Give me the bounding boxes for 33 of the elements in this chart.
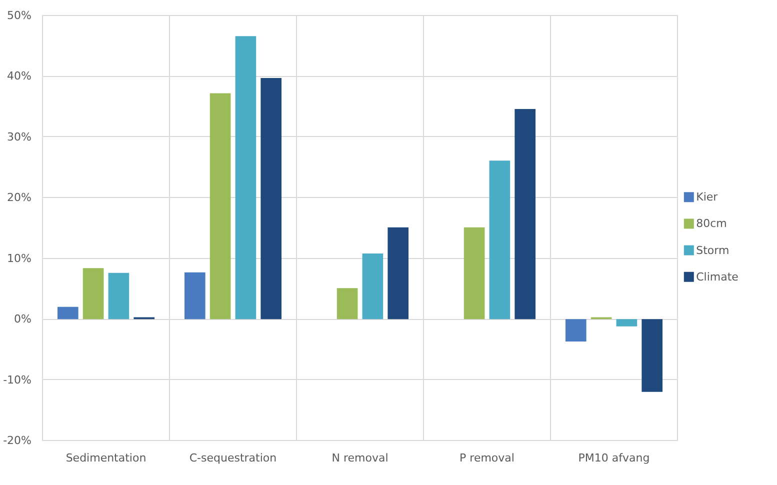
x-tick-label: Sedimentation xyxy=(66,452,146,464)
y-tick-label: 10% xyxy=(7,252,32,265)
bar xyxy=(336,288,358,320)
y-tick-label: 0% xyxy=(14,312,32,326)
x-tick-label: PM10 afvang xyxy=(578,452,650,464)
legend-label: Storm xyxy=(696,244,730,257)
legend-label: 80cm xyxy=(696,217,727,230)
bar xyxy=(464,227,485,320)
bar xyxy=(184,272,206,320)
bar xyxy=(260,78,282,320)
x-tick-label: N removal xyxy=(332,452,388,464)
y-tick-label: -10% xyxy=(3,373,32,386)
y-tick-label: -20% xyxy=(3,434,32,447)
bar xyxy=(489,160,510,320)
x-tick-label: C-sequestration xyxy=(189,452,277,464)
y-tick-label: 50% xyxy=(7,9,32,22)
bar xyxy=(642,319,663,392)
bar xyxy=(235,36,256,320)
bar xyxy=(108,272,130,320)
bar xyxy=(388,227,409,320)
bar xyxy=(514,109,536,320)
x-tick-label: P removal xyxy=(460,452,514,464)
bar xyxy=(362,254,384,320)
bar xyxy=(57,306,78,320)
bar xyxy=(616,319,638,326)
bar xyxy=(82,268,104,320)
bar xyxy=(565,319,586,342)
bar xyxy=(210,93,231,320)
y-tick-label: 20% xyxy=(7,191,32,204)
legend-label: Climate xyxy=(696,270,739,284)
legend-label: Kier xyxy=(696,190,718,204)
y-tick-label: 30% xyxy=(7,130,32,144)
y-tick-label: 40% xyxy=(7,70,32,83)
